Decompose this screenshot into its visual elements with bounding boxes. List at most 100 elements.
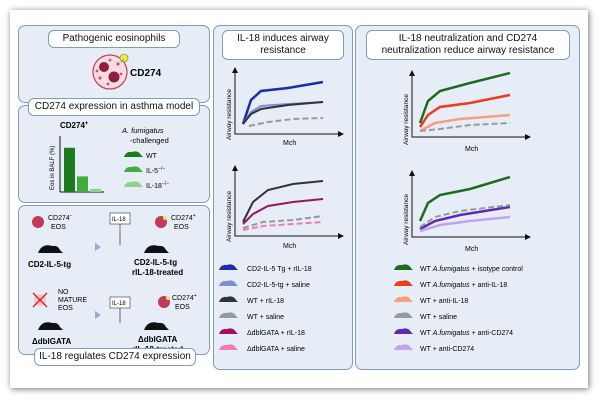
legend-title: A. fumigatus — [121, 126, 164, 135]
svg-text:Airway resistance: Airway resistance — [403, 194, 410, 245]
bar-il5-ko — [77, 176, 88, 192]
right-legend-item-1: WT A.fumigatus + anti-IL-18 — [394, 280, 507, 289]
pathogenic-eosinophils-title: Pathogenic eosinophils — [48, 30, 180, 48]
svg-text:WT + anti-CD274: WT + anti-CD274 — [420, 346, 474, 353]
svg-text:Mch: Mch — [465, 146, 478, 153]
cd274-bar-chart: CD274+ Eos in BALF (%) A. fumigatus -cha… — [50, 121, 169, 193]
svg-text:CD2-IL-5-tg + saline: CD2-IL-5-tg + saline — [247, 282, 310, 289]
svg-text:Airway resistance: Airway resistance — [403, 94, 410, 145]
legend-item-il5: IL-5−/− — [124, 166, 165, 175]
figure-card: Pathogenic eosinophils CD274 CD274 expre… — [10, 10, 588, 388]
line-wt-ril18 — [242, 101, 324, 125]
svg-text:CD274+: CD274+ — [171, 213, 196, 222]
right-legend-item-5: WT + anti-CD274 — [394, 344, 474, 353]
svg-text:Mch: Mch — [465, 246, 478, 253]
cd274-expression-panel — [18, 105, 210, 203]
line-isotype-control-bottom — [418, 175, 511, 222]
mouse3-label: ΔdblGATA — [32, 337, 71, 346]
line-wt-saline-top — [419, 122, 511, 132]
svg-text:CD274−: CD274− — [48, 213, 73, 222]
svg-text:EOS: EOS — [58, 305, 73, 312]
arrow-2 — [95, 311, 101, 319]
svg-text:MATURE: MATURE — [58, 297, 87, 304]
legend-title-rest: -challenged — [130, 136, 169, 145]
mouse1-label: CD2-IL-5-tg — [28, 260, 71, 269]
line-cd2-il5-ril18 — [241, 80, 324, 125]
il18-mechanism-diagram: CD274− EOS CD2-IL-5-tg IL-18 CD274+ EOS … — [28, 212, 197, 354]
neutralization-legend: WT A.fumigatus + isotype control WT A.fu… — [394, 264, 523, 353]
eosinophil-icon — [92, 53, 129, 90]
svg-text:WT A.fumigatus + anti-CD274: WT A.fumigatus + anti-CD274 — [420, 330, 513, 337]
arrow-1 — [95, 243, 101, 251]
mid-legend-item-3: WT + saline — [219, 312, 284, 321]
right-legend-item-0: WT A.fumigatus + isotype control — [394, 264, 523, 273]
line-dblgata-ril18 — [242, 198, 324, 225]
line-dblgata-saline — [242, 221, 324, 231]
line-wt-saline — [248, 117, 324, 127]
mouse-icon-4 — [144, 322, 169, 330]
bar-chart-title: CD274+ — [60, 121, 89, 130]
il18-airway-chart-top: Airway resistance Mch — [226, 67, 344, 147]
svg-text:WT + saline: WT + saline — [420, 314, 457, 321]
right-legend-item-2: WT + anti-IL-18 — [394, 296, 468, 305]
svg-text:Mch: Mch — [283, 140, 296, 147]
line-wt-saline-bottom — [419, 204, 511, 228]
svg-text:IL-18: IL-18 — [112, 217, 126, 223]
il18-airway-title: IL-18 induces airway resistance — [222, 30, 344, 60]
svg-text:CD2-IL-5 Tg + rIL-18: CD2-IL-5 Tg + rIL-18 — [247, 266, 312, 273]
svg-text:IL-18: IL-18 — [112, 301, 126, 307]
bar-il18-ko — [90, 188, 101, 192]
bar-wt — [64, 147, 75, 192]
il18-airway-legend: CD2-IL-5 Tg + rIL-18 CD2-IL-5-tg + salin… — [219, 264, 312, 353]
line-dblgata-ril18-dark — [242, 180, 324, 223]
cd274-expression-title: CD274 expression in asthma model — [28, 98, 200, 116]
mid-legend-item-5: ΔdblGATA + saline — [219, 344, 305, 353]
il18-airway-panel — [213, 25, 353, 370]
svg-text:Mch: Mch — [283, 243, 296, 250]
line-anti-il18 — [419, 113, 511, 133]
svg-text:NO: NO — [58, 289, 69, 296]
il18-regulates-title: IL-18 regulates CD274 expression — [34, 348, 196, 366]
right-legend-item-3: WT + saline — [394, 312, 457, 321]
svg-text:ΔdblGATA: ΔdblGATA — [138, 335, 177, 344]
bar-chart-ylabel: Eos in BALF (%) — [50, 146, 56, 190]
svg-text:WT + rIL-18: WT + rIL-18 — [247, 298, 284, 305]
svg-text:WT A.fumigatus + anti-IL-18: WT A.fumigatus + anti-IL-18 — [420, 282, 507, 289]
svg-text:CD274+: CD274+ — [172, 293, 197, 302]
no-mature-eos-icon — [32, 292, 48, 308]
mid-legend-item-2: WT + rIL-18 — [219, 296, 284, 305]
cd274-negative-eos-icon — [32, 216, 44, 228]
svg-text:ΔdblGATA + saline: ΔdblGATA + saline — [247, 346, 305, 353]
svg-text:IL-18−/−: IL-18−/− — [146, 181, 169, 190]
mouse-icon-1 — [38, 245, 63, 253]
legend-item-wt: WT — [124, 151, 158, 160]
mid-legend-item-1: CD2-IL-5-tg + saline — [219, 280, 310, 289]
mouse-icon-2 — [144, 245, 169, 253]
legend-item-il18: IL-18−/− — [124, 181, 169, 190]
cd274-label: CD274 — [130, 68, 162, 79]
neutralization-chart-bottom: Airway resistance Mch — [403, 170, 531, 253]
line-isotype-control — [418, 71, 511, 124]
svg-text:WT + anti-IL-18: WT + anti-IL-18 — [420, 298, 468, 305]
neutralization-chart-top: Airway resistance Mch — [403, 70, 531, 153]
svg-text:CD2-IL-5-tg: CD2-IL-5-tg — [134, 258, 177, 267]
right-legend-item-4: WT A.fumigatus + anti-CD274 — [394, 328, 513, 337]
il18-airway-chart-bottom: Airway resistance Mch — [226, 165, 344, 250]
line-anti-cd274-afum — [419, 205, 511, 231]
svg-text:WT: WT — [146, 153, 158, 160]
svg-text:EOS: EOS — [174, 224, 189, 231]
svg-text:rIL-18-treated: rIL-18-treated — [132, 268, 183, 277]
line-anti-il18-afum — [418, 93, 511, 128]
svg-text:IL-5−/−: IL-5−/− — [146, 166, 165, 175]
line-grey-dashed — [242, 215, 324, 229]
mid-legend-item-0: CD2-IL-5 Tg + rIL-18 — [219, 264, 312, 273]
line-anti-cd274 — [419, 215, 511, 233]
svg-text:ΔdblGATA + rIL-18: ΔdblGATA + rIL-18 — [247, 330, 305, 337]
svg-text:Airway resistance: Airway resistance — [226, 191, 233, 242]
mid-legend-item-4: ΔdblGATA + rIL-18 — [219, 328, 305, 337]
svg-text:EOS: EOS — [51, 224, 66, 231]
mouse-icon-3 — [38, 322, 63, 330]
svg-text:WT + saline: WT + saline — [247, 314, 284, 321]
svg-text:WT A.fumigatus + isotype contr: WT A.fumigatus + isotype control — [420, 266, 523, 273]
svg-text:EOS: EOS — [175, 304, 190, 311]
